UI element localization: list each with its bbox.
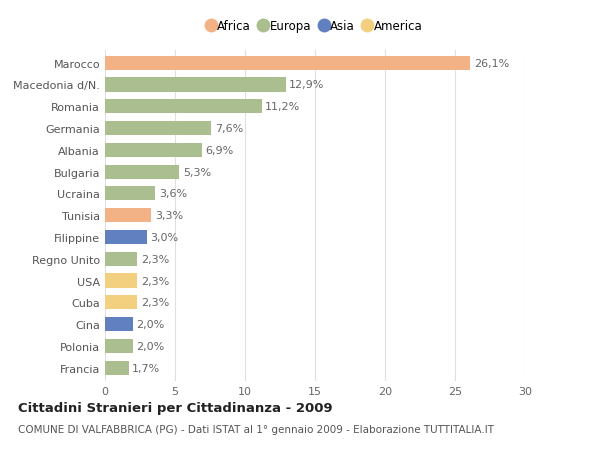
Bar bbox=[105, 100, 262, 114]
Bar bbox=[105, 296, 137, 310]
Text: 3,0%: 3,0% bbox=[151, 232, 179, 242]
Text: 7,6%: 7,6% bbox=[215, 124, 243, 134]
Text: 2,3%: 2,3% bbox=[140, 254, 169, 264]
Bar bbox=[105, 361, 129, 375]
Bar bbox=[105, 78, 286, 92]
Text: 2,3%: 2,3% bbox=[140, 298, 169, 308]
Text: 2,3%: 2,3% bbox=[140, 276, 169, 286]
Bar bbox=[105, 274, 137, 288]
Text: 3,3%: 3,3% bbox=[155, 211, 183, 221]
Text: 5,3%: 5,3% bbox=[182, 167, 211, 177]
Bar bbox=[105, 165, 179, 179]
Text: Cittadini Stranieri per Cittadinanza - 2009: Cittadini Stranieri per Cittadinanza - 2… bbox=[18, 401, 332, 414]
Bar bbox=[105, 143, 202, 157]
Bar bbox=[105, 230, 147, 245]
Bar bbox=[105, 56, 470, 71]
Text: 2,0%: 2,0% bbox=[137, 319, 165, 330]
Bar bbox=[105, 317, 133, 331]
Text: 2,0%: 2,0% bbox=[137, 341, 165, 351]
Bar bbox=[105, 122, 211, 136]
Bar bbox=[105, 339, 133, 353]
Bar bbox=[105, 252, 137, 266]
Text: 3,6%: 3,6% bbox=[159, 189, 187, 199]
Text: COMUNE DI VALFABBRICA (PG) - Dati ISTAT al 1° gennaio 2009 - Elaborazione TUTTIT: COMUNE DI VALFABBRICA (PG) - Dati ISTAT … bbox=[18, 425, 494, 434]
Bar bbox=[105, 187, 155, 201]
Text: 26,1%: 26,1% bbox=[474, 59, 509, 68]
Legend: Africa, Europa, Asia, America: Africa, Europa, Asia, America bbox=[204, 17, 426, 37]
Text: 1,7%: 1,7% bbox=[133, 363, 161, 373]
Text: 12,9%: 12,9% bbox=[289, 80, 325, 90]
Text: 6,9%: 6,9% bbox=[205, 146, 233, 156]
Text: 11,2%: 11,2% bbox=[265, 102, 301, 112]
Bar bbox=[105, 209, 151, 223]
